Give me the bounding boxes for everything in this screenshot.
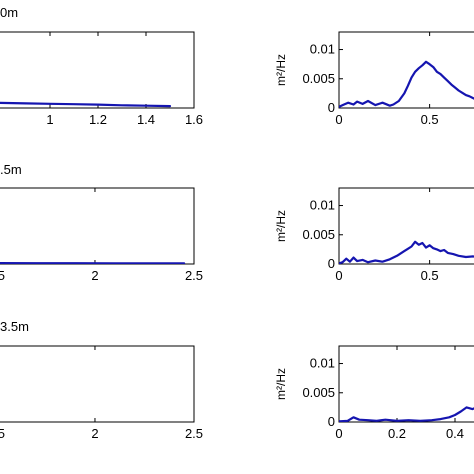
- x-tick-label: 0.4: [446, 426, 464, 441]
- chart-panel-4: 0 0.5 0 0.005 0.01 m²/Hz: [274, 187, 474, 283]
- panel-title: 0m: [0, 5, 18, 20]
- chart-panel-3: 1.5 2 2.5 .5m: [0, 162, 203, 283]
- x-tick-label: 2: [91, 426, 98, 441]
- x-tick-label: 2.5: [185, 268, 203, 283]
- series-line: [339, 240, 474, 264]
- y-tick-label: 0: [328, 100, 335, 115]
- series-line: [0, 101, 172, 108]
- x-tick-label: 2.5: [185, 426, 203, 441]
- chart-panel-1: 1 1.2 1.4 1.6 0m: [0, 5, 203, 127]
- y-tick-label: 0.005: [302, 385, 335, 400]
- y-tick-label: 0.005: [302, 227, 335, 242]
- x-tick-label: 0: [335, 112, 342, 127]
- y-tick-label: 0.01: [310, 42, 335, 57]
- x-tick-label: 2: [91, 268, 98, 283]
- y-axis-label: m²/Hz: [274, 54, 288, 86]
- y-tick-label: 0.01: [310, 356, 335, 371]
- series-line: [339, 60, 474, 108]
- x-tick-label: 1.6: [185, 112, 203, 127]
- chart-panel-6: 0 0.2 0.4 0 0.005 0.01 m²/Hz: [274, 345, 474, 441]
- x-tick-label: 1.2: [89, 112, 107, 127]
- x-tick-label: 0.5: [421, 112, 439, 127]
- chart-panel-5: 1.5 2 2.5 3.5m: [0, 319, 203, 441]
- y-axis-label: m²/Hz: [274, 210, 288, 242]
- y-tick-label: 0: [328, 414, 335, 429]
- axes-frame: [338, 345, 474, 423]
- x-tick-label: 1: [46, 112, 53, 127]
- x-tick-label: 0: [335, 426, 342, 441]
- series-line: [339, 406, 474, 422]
- y-tick-label: 0.01: [310, 198, 335, 213]
- x-tick-label: 0: [335, 268, 342, 283]
- axes-frame: [0, 31, 195, 109]
- y-axis-label: m²/Hz: [274, 368, 288, 400]
- panel-title: 3.5m: [0, 319, 29, 334]
- panel-title: .5m: [0, 162, 22, 177]
- chart-panel-2: 0 0.5 0 0.005 0.01 m²/Hz: [274, 31, 474, 127]
- axes-frame: [338, 31, 474, 109]
- axes-frame: [0, 187, 195, 265]
- x-tick-label: 1.5: [0, 426, 5, 441]
- axes-frame: [0, 345, 195, 423]
- y-tick-label: 0.005: [302, 71, 335, 86]
- x-tick-label: 0.2: [388, 426, 406, 441]
- axes-frame: [338, 187, 474, 265]
- x-tick-label: 1.4: [137, 112, 155, 127]
- x-tick-label: 0.5: [421, 268, 439, 283]
- y-tick-label: 0: [328, 256, 335, 271]
- x-tick-label: 1.5: [0, 268, 5, 283]
